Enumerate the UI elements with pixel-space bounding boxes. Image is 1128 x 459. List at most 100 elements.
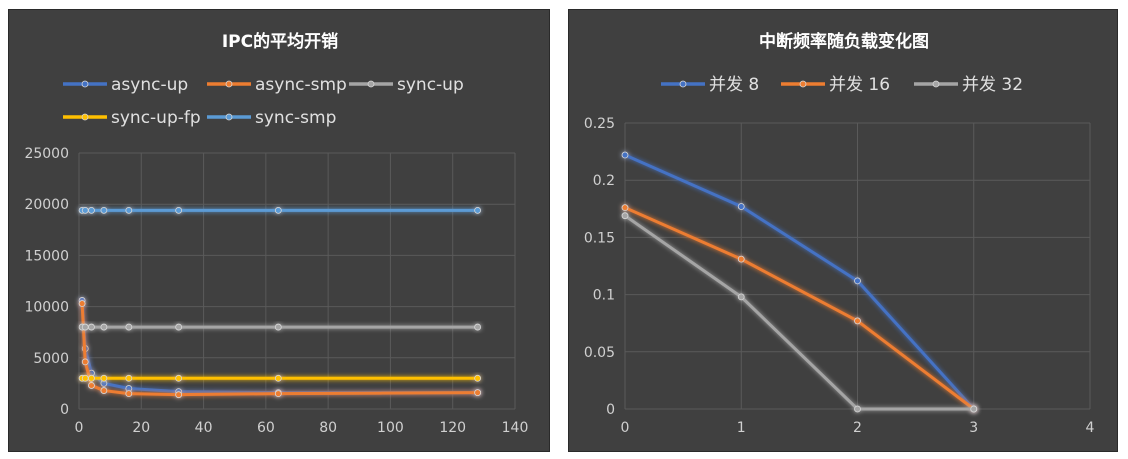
y-tick-label: 0 <box>60 402 69 418</box>
data-point <box>854 317 861 325</box>
data-point <box>274 206 282 214</box>
data-point <box>81 323 89 331</box>
y-tick-label: 0.25 <box>584 116 615 132</box>
data-point <box>125 374 133 382</box>
legend-item: sync-smp <box>207 108 336 128</box>
legend-item: async-up <box>63 75 188 95</box>
x-tick-label: 100 <box>377 420 404 436</box>
y-tick-label: 5000 <box>33 351 69 367</box>
x-tick-label: 1 <box>737 420 746 436</box>
interrupt-chart-svg: 中断频率随负载变化图 0 0.05 0.1 0.15 0.2 0.25 0 1 2 3 4 并发 … <box>584 31 1095 436</box>
x-tick-label: 0 <box>75 420 84 436</box>
y-tick-label: 0.05 <box>584 345 615 361</box>
data-point <box>474 323 482 331</box>
x-tick-label: 2 <box>853 420 862 436</box>
data-point <box>737 293 745 301</box>
data-point <box>474 206 482 214</box>
legend-item: 并发 8 <box>661 75 759 95</box>
legend-marker <box>799 80 807 88</box>
series-1 <box>78 300 482 399</box>
y-tick-label: 0 <box>606 402 615 418</box>
y-tick-label: 25000 <box>24 146 69 162</box>
x-tick-label: 3 <box>969 420 978 436</box>
data-point <box>81 206 89 214</box>
legend-item: sync-up <box>349 75 464 95</box>
legend-label: 并发 32 <box>962 75 1023 95</box>
data-point <box>88 323 95 331</box>
legend-marker <box>225 113 233 121</box>
data-point <box>737 203 745 210</box>
series-0 <box>621 151 978 413</box>
data-point <box>175 391 183 399</box>
data-point <box>78 300 86 307</box>
legend-item: sync-up-fp <box>63 108 201 128</box>
y-tick-label: 0.1 <box>593 288 615 304</box>
data-point <box>100 323 108 331</box>
data-point <box>175 206 183 214</box>
legend-label: sync-smp <box>255 108 336 128</box>
data-point <box>100 206 108 214</box>
chart-panel-ipc: IPC的平均开销 0 5000 10000 15000 20000 25000 0 20 40… <box>8 9 550 452</box>
x-tick-label: 140 <box>502 420 529 436</box>
chart-title: IPC的平均开销 <box>222 31 338 52</box>
data-point <box>88 374 95 382</box>
legend-label: async-up <box>111 75 188 95</box>
data-point <box>274 323 282 331</box>
legend-item: 并发 32 <box>914 75 1023 95</box>
legend-label: 并发 8 <box>709 75 759 95</box>
data-point <box>621 204 629 212</box>
series-3 <box>78 374 482 382</box>
series-line <box>624 206 975 411</box>
series-4 <box>78 206 482 214</box>
data-point <box>854 405 861 413</box>
legend-label: sync-up-fp <box>111 108 201 128</box>
legend-label: async-smp <box>255 75 347 95</box>
data-point <box>474 374 482 382</box>
x-tick-label: 20 <box>132 420 150 436</box>
data-point <box>100 374 108 382</box>
chart-title: 中断频率随负载变化图 <box>759 31 929 52</box>
data-point <box>88 206 95 214</box>
data-point <box>125 323 133 331</box>
y-tick-label: 0.15 <box>584 230 615 246</box>
x-tick-label: 0 <box>621 420 630 436</box>
series-1 <box>621 204 978 413</box>
y-tick-label: 20000 <box>24 197 69 213</box>
series-2 <box>621 212 978 413</box>
x-tick-label: 120 <box>439 420 466 436</box>
data-point <box>81 374 89 382</box>
legend-label: 并发 16 <box>829 75 890 95</box>
legend-marker <box>679 80 687 88</box>
data-point <box>81 358 89 366</box>
series-line <box>624 153 975 411</box>
legend-marker <box>81 80 89 88</box>
data-point <box>621 212 629 220</box>
ipc-chart-svg: IPC的平均开销 0 5000 10000 15000 20000 25000 0 20 40… <box>24 31 529 436</box>
data-point <box>125 390 133 398</box>
chart-panel-interrupt: 中断频率随负载变化图 0 0.05 0.1 0.15 0.2 0.25 0 1 2 3 4 并发 … <box>568 9 1118 452</box>
data-point <box>737 255 745 263</box>
data-point <box>125 206 133 214</box>
data-point <box>274 390 282 398</box>
x-tick-label: 40 <box>195 420 213 436</box>
data-point <box>274 374 282 382</box>
data-point <box>621 151 629 159</box>
data-point <box>175 323 183 331</box>
x-tick-label: 60 <box>257 420 275 436</box>
data-point <box>854 277 861 285</box>
legend-marker <box>81 113 89 121</box>
legend-marker <box>932 80 940 88</box>
data-point <box>88 382 95 389</box>
legend-marker <box>225 80 233 88</box>
y-tick-label: 15000 <box>24 248 69 264</box>
data-point <box>100 387 108 394</box>
y-tick-label: 10000 <box>24 300 69 316</box>
x-tick-label: 80 <box>319 420 337 436</box>
series-line <box>624 214 974 411</box>
data-point <box>474 389 482 397</box>
legend-marker <box>367 80 375 88</box>
data-point <box>970 405 978 413</box>
legend-item: async-smp <box>207 75 347 95</box>
series-line <box>80 303 478 397</box>
data-point <box>175 374 183 382</box>
